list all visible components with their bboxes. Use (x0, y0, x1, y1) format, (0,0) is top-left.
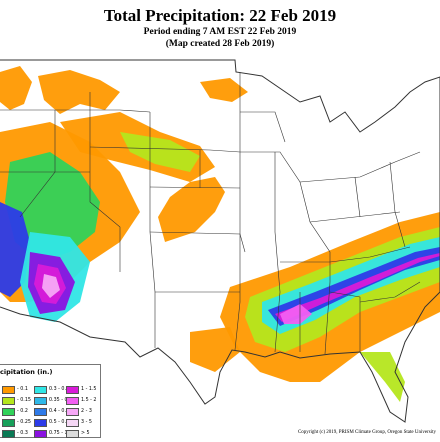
legend-label: - 0.2 (17, 409, 28, 414)
state-line-1 (0, 109, 151, 113)
legend-label: 0.4 - 0.5 (49, 409, 70, 414)
legend-label: 3 - 5 (81, 420, 92, 425)
legend-swatch (2, 385, 15, 394)
legend-item: 0.5 - 0.75 (34, 412, 72, 427)
precipitation-map (0, 59, 440, 423)
legend-swatch (66, 396, 79, 405)
legend-item: 0.35 - 0.4 (34, 390, 72, 405)
legend-swatch (2, 407, 15, 416)
legend-item: 0.3 - 0.35 (34, 379, 72, 394)
precip-area-southeast-magenta (275, 253, 440, 322)
legend-swatch (2, 396, 15, 405)
state-line-22 (354, 176, 361, 218)
legend-label: 0.75 - 1 (49, 431, 68, 436)
precip-area-upper-midwest (200, 78, 248, 102)
legend-swatch (34, 429, 47, 438)
legend-item: 3 - 5 (66, 412, 92, 427)
legend-label: - 0.25 (17, 420, 31, 425)
precip-area-texas-coast (190, 327, 240, 372)
legend-label: - 0.15 (17, 398, 31, 403)
legend-label: 2 - 3 (81, 409, 92, 414)
legend-label: > 5 (81, 431, 90, 436)
precip-area-idaho-montana (38, 70, 120, 114)
state-line-13 (240, 111, 286, 143)
legend-label: - 0.3 (17, 431, 28, 436)
legend-swatch (2, 429, 15, 438)
legend-label: 0.3 - 0.35 (49, 387, 73, 392)
precip-area-nebraska (158, 177, 225, 242)
map-subtitle-period: Period ending 7 AM EST 22 Feb 2019 (143, 27, 297, 37)
precipitation-layer (0, 66, 440, 402)
precip-area-mississippi-pink (280, 304, 312, 324)
state-line-24 (19, 110, 56, 218)
legend-item: 1.5 - 2 (66, 390, 96, 405)
legend-item: - 0.3 (2, 423, 28, 438)
copyright-notice: Copyright (c) 2019, PRISM Climate Group,… (297, 430, 436, 435)
legend-item: - 0.1 (2, 379, 28, 394)
state-line-8 (149, 186, 241, 189)
legend-item: 0.75 - 1 (34, 423, 68, 438)
state-line-17 (280, 246, 411, 263)
legend-label: 1 - 1.5 (81, 387, 97, 392)
state-line-20 (329, 291, 361, 352)
legend-title: cipitation (in.) (0, 368, 53, 376)
precip-area-arizona-pink (42, 274, 60, 298)
precip-area-nevada-green (5, 152, 100, 262)
state-line-12 (240, 151, 331, 282)
legend-label: 1.5 - 2 (81, 398, 97, 403)
legend-label: - 0.1 (17, 387, 28, 392)
legend-item: > 5 (66, 423, 90, 438)
precip-area-plains-green (120, 132, 200, 172)
state-line-19 (324, 281, 331, 355)
state-line-23 (389, 161, 406, 248)
legend-item: - 0.25 (2, 412, 31, 427)
legend-label: 0.35 - 0.4 (49, 398, 73, 403)
legend-item: 1 - 1.5 (66, 379, 96, 394)
legend-swatch (66, 385, 79, 394)
legend-item: 0.4 - 0.5 (34, 401, 69, 416)
legend-swatch (66, 407, 79, 416)
us-outline (0, 59, 440, 423)
legend-swatch (34, 407, 47, 416)
state-boundaries (0, 59, 440, 423)
state-line-10 (234, 72, 241, 351)
state-line-15 (299, 151, 421, 183)
state-line-5 (89, 92, 121, 272)
legend-swatch (66, 418, 79, 427)
state-line-16 (309, 211, 401, 223)
legend-swatch (2, 418, 15, 427)
precip-area-florida (360, 352, 405, 402)
state-line-2 (89, 146, 241, 153)
legend-swatch (34, 418, 47, 427)
state-line-21 (359, 281, 421, 303)
state-line-6 (149, 170, 156, 348)
legend-item: - 0.15 (2, 390, 31, 405)
state-line-14 (274, 152, 281, 353)
precip-area-northwest (0, 66, 32, 110)
legend-item: - 0.2 (2, 401, 28, 416)
legend-swatch (66, 429, 79, 438)
precipitation-legend: cipitation (in.) - 0.1 - 0.15 - 0.2 - 0.25 -… (0, 364, 101, 438)
legend-label: 0.5 - 0.75 (49, 420, 73, 425)
legend-item: 2 - 3 (66, 401, 92, 416)
map-subtitle-created: (Map created 28 Feb 2019) (165, 39, 275, 49)
map-title: Total Precipitation: 22 Feb 2019 (103, 6, 337, 25)
legend-swatch (34, 385, 47, 394)
legend-swatch (34, 396, 47, 405)
